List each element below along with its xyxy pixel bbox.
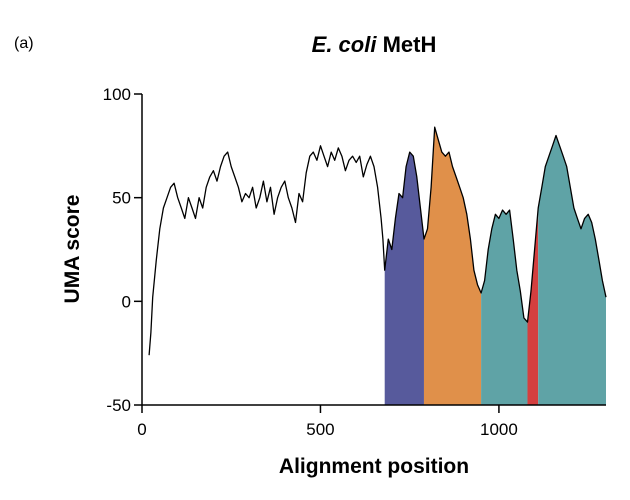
chart-title-rest: MetH [376,32,436,57]
y-tick-label: -50 [106,396,131,415]
uma-score-line [148,126,607,356]
y-axis-title: UMA score [61,195,84,304]
panel-label: (a) [14,35,34,52]
y-tick-label: 50 [112,189,131,208]
y-axis-ticks: -50 0 50 100 [103,85,142,415]
highlight-region-2 [423,127,482,405]
highlight-region-1 [384,152,424,405]
highlight-regions [384,127,606,405]
x-tick-label: 500 [306,420,334,439]
series-traces [148,126,607,356]
highlight-region-5 [538,135,606,405]
x-tick-label: 0 [137,420,146,439]
x-tick-label: 1000 [480,420,518,439]
x-axis-ticks: 0 500 1000 [137,405,518,439]
y-tick-label: 100 [103,85,131,104]
highlight-region-4 [527,208,539,405]
x-axis-title: Alignment position [279,455,469,478]
highlight-region-3 [481,210,528,405]
chart-title: E. coli MetH [312,32,437,57]
chart-title-italic: E. coli [312,32,378,57]
y-tick-label: 0 [122,292,131,311]
